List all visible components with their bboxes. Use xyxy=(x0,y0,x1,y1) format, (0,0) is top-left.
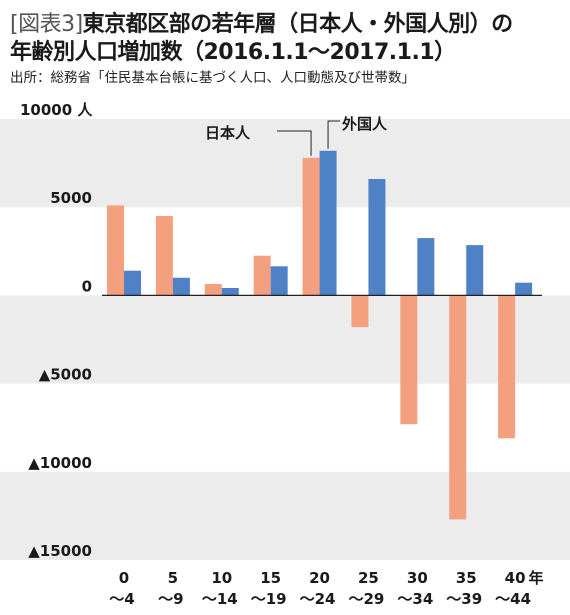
x-tick-label-range: ～44 xyxy=(495,590,531,608)
bar-japanese-6 xyxy=(400,295,418,425)
x-tick-label: 30 xyxy=(407,569,428,587)
x-tick-label-range: ～19 xyxy=(251,590,287,608)
bar-japanese-3 xyxy=(253,255,271,296)
legend-leader-japanese xyxy=(277,130,312,156)
x-tick-label-range: ～9 xyxy=(158,590,183,608)
grid-band xyxy=(0,471,570,560)
bar-foreign-2 xyxy=(221,287,239,296)
y-tick-label: ▲10000 xyxy=(28,454,92,472)
y-tick-label: 5000 xyxy=(50,189,92,207)
figure-tag: [図表3] xyxy=(10,12,83,37)
bar-foreign-7 xyxy=(466,245,484,296)
bar-foreign-1 xyxy=(172,277,190,296)
chart-title-line2: 年齢別人口増加数（2016.1.1～2017.1.1） xyxy=(10,40,456,65)
x-tick-label-range: ～39 xyxy=(446,590,482,608)
x-tick-label: 15 xyxy=(260,569,281,587)
bar-foreign-6 xyxy=(417,238,435,296)
bar-japanese-5 xyxy=(351,295,369,328)
legend-label-japanese: 日本人 xyxy=(205,124,251,142)
bar-japanese-4 xyxy=(302,157,320,296)
bar-foreign-4 xyxy=(319,150,337,296)
x-tick-label-range: ～24 xyxy=(300,590,336,608)
x-tick-label-range: ～14 xyxy=(202,590,238,608)
grid-band xyxy=(0,295,570,384)
bar-foreign-8 xyxy=(515,282,533,296)
x-tick-label: 25 xyxy=(358,569,379,587)
x-tick-label-range: ～29 xyxy=(349,590,385,608)
title-text-1: 東京都区部の若年層（日本人・外国人別）の xyxy=(82,12,514,37)
bar-foreign-5 xyxy=(368,178,386,296)
bar-japanese-0 xyxy=(107,205,124,296)
x-tick-label: 35 xyxy=(456,569,477,587)
bar-foreign-3 xyxy=(270,266,288,296)
grid-band xyxy=(0,119,570,208)
source-note: 出所：総務省「住民基本台帳に基づく人口、人口動態及び世帯数」 xyxy=(10,70,415,86)
y-tick-label-top: 10000 人 xyxy=(20,101,93,119)
bar-japanese-8 xyxy=(498,295,516,439)
y-tick-label: ▲15000 xyxy=(28,542,92,560)
x-tick-label-range: ～34 xyxy=(397,590,433,608)
x-tick-label: 0 xyxy=(119,569,129,587)
chart-title-line1: [図表3]東京都区部の若年層（日本人・外国人別）の xyxy=(10,6,513,38)
x-unit-label: 年 xyxy=(528,569,543,587)
legend-label-foreign: 外国人 xyxy=(341,115,388,133)
y-tick-label: ▲5000 xyxy=(39,366,92,384)
bar-japanese-2 xyxy=(204,283,222,296)
bar-japanese-7 xyxy=(449,295,467,520)
legend-leader-foreign xyxy=(327,120,340,149)
y-tick-label: 0 xyxy=(82,277,92,295)
x-tick-label: 20 xyxy=(309,569,330,587)
x-tick-label-range: ～4 xyxy=(109,590,134,608)
bar-foreign-0 xyxy=(124,270,141,296)
x-tick-label: 10 xyxy=(211,569,232,587)
bar-japanese-1 xyxy=(155,216,173,296)
x-tick-label: 40 xyxy=(505,569,526,587)
x-tick-label: 5 xyxy=(168,569,178,587)
